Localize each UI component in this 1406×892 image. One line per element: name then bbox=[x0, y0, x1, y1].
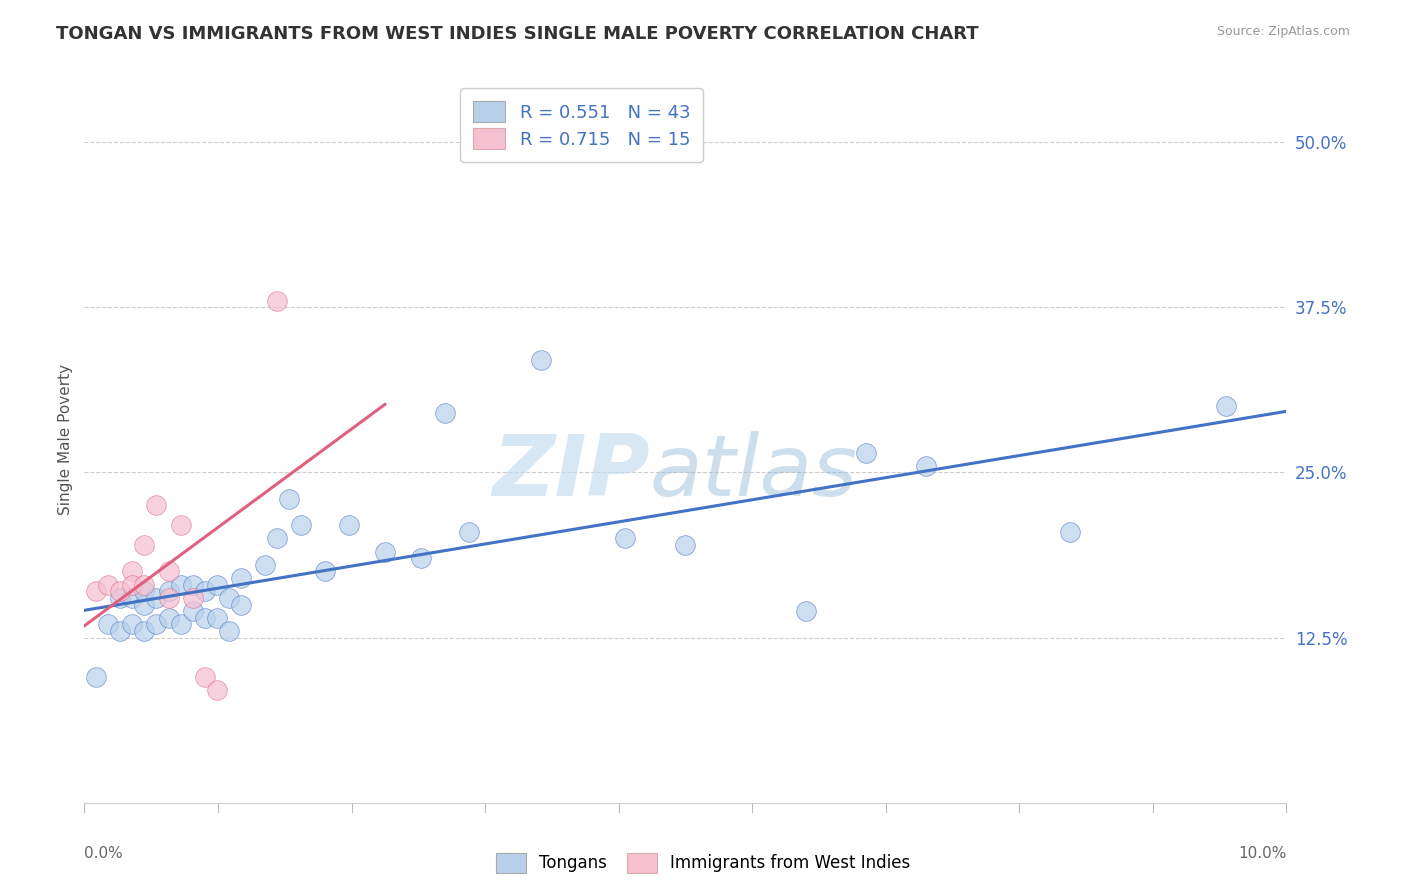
Point bbox=[458, 524, 481, 539]
Legend: Tongans, Immigrants from West Indies: Tongans, Immigrants from West Indies bbox=[489, 847, 917, 880]
Text: Source: ZipAtlas.com: Source: ZipAtlas.com bbox=[1216, 25, 1350, 38]
Point bbox=[675, 538, 697, 552]
Point bbox=[110, 591, 132, 605]
Point bbox=[337, 518, 360, 533]
Point bbox=[145, 617, 167, 632]
Point bbox=[157, 565, 180, 579]
Point bbox=[169, 518, 191, 533]
Point bbox=[253, 558, 276, 572]
Point bbox=[205, 611, 228, 625]
Point bbox=[169, 578, 191, 592]
Point bbox=[157, 584, 180, 599]
Point bbox=[266, 532, 288, 546]
Text: ZIP: ZIP bbox=[492, 431, 650, 514]
Point bbox=[121, 565, 143, 579]
Point bbox=[157, 611, 180, 625]
Point bbox=[614, 532, 637, 546]
Point bbox=[1215, 399, 1237, 413]
Point bbox=[97, 578, 120, 592]
Point bbox=[290, 518, 312, 533]
Point bbox=[229, 598, 252, 612]
Point bbox=[121, 617, 143, 632]
Point bbox=[134, 578, 156, 592]
Point bbox=[218, 591, 240, 605]
Point bbox=[86, 584, 108, 599]
Point bbox=[145, 499, 167, 513]
Point bbox=[145, 591, 167, 605]
Point bbox=[181, 578, 204, 592]
Text: 10.0%: 10.0% bbox=[1239, 847, 1286, 862]
Point bbox=[218, 624, 240, 638]
Point bbox=[121, 591, 143, 605]
Point bbox=[121, 578, 143, 592]
Point bbox=[134, 598, 156, 612]
Point bbox=[110, 584, 132, 599]
Point bbox=[205, 578, 228, 592]
Point bbox=[134, 584, 156, 599]
Point bbox=[157, 591, 180, 605]
Point bbox=[169, 617, 191, 632]
Point bbox=[229, 571, 252, 585]
Point bbox=[434, 406, 457, 420]
Point bbox=[1059, 524, 1081, 539]
Point bbox=[194, 670, 217, 684]
Point bbox=[374, 544, 396, 558]
Point bbox=[194, 584, 217, 599]
Point bbox=[110, 624, 132, 638]
Point bbox=[181, 604, 204, 618]
Point bbox=[97, 617, 120, 632]
Point bbox=[530, 353, 553, 368]
Text: TONGAN VS IMMIGRANTS FROM WEST INDIES SINGLE MALE POVERTY CORRELATION CHART: TONGAN VS IMMIGRANTS FROM WEST INDIES SI… bbox=[56, 25, 979, 43]
Legend: R = 0.551   N = 43, R = 0.715   N = 15: R = 0.551 N = 43, R = 0.715 N = 15 bbox=[460, 88, 703, 161]
Point bbox=[794, 604, 817, 618]
Point bbox=[194, 611, 217, 625]
Point bbox=[855, 445, 877, 459]
Point bbox=[134, 538, 156, 552]
Point bbox=[915, 458, 938, 473]
Text: 0.0%: 0.0% bbox=[84, 847, 124, 862]
Point bbox=[314, 565, 336, 579]
Point bbox=[277, 491, 299, 506]
Y-axis label: Single Male Poverty: Single Male Poverty bbox=[58, 364, 73, 515]
Point bbox=[409, 551, 432, 566]
Point bbox=[205, 683, 228, 698]
Point bbox=[181, 591, 204, 605]
Point bbox=[86, 670, 108, 684]
Point bbox=[266, 293, 288, 308]
Text: atlas: atlas bbox=[650, 431, 858, 514]
Point bbox=[134, 624, 156, 638]
